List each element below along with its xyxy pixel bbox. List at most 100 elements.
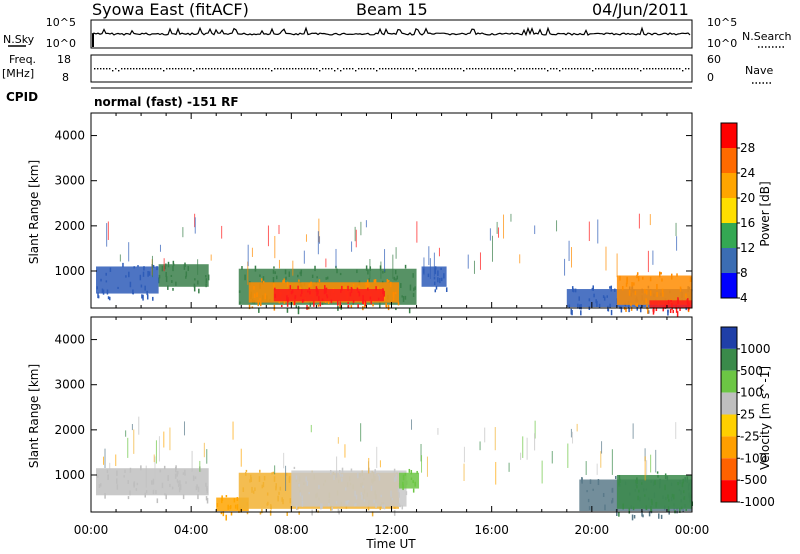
data-speck (388, 280, 390, 283)
data-speck (393, 468, 396, 473)
freq-dot (652, 68, 654, 70)
freq-dot (670, 68, 672, 70)
data-speck (354, 503, 356, 507)
data-streak (380, 261, 382, 279)
freq-dot (109, 68, 111, 70)
y-tick-label: 3000 (54, 174, 85, 188)
data-speck (390, 490, 392, 497)
freq-dot (130, 68, 132, 70)
data-speck (204, 275, 207, 278)
data-streak (104, 448, 106, 469)
freq-dot (418, 68, 420, 70)
data-speck (144, 285, 146, 291)
data-speck (606, 295, 608, 298)
data-speck (99, 483, 102, 487)
freq-dot (616, 68, 618, 70)
x-tick-label: 00:00 (675, 523, 710, 537)
data-streak (520, 452, 522, 460)
data-speck (675, 307, 678, 313)
freq-dots (94, 68, 690, 72)
data-speck (357, 304, 359, 308)
data-speck (319, 301, 322, 307)
freq-dot (97, 68, 99, 70)
data-speck (638, 489, 640, 493)
noise-ytick-bottom-left: 10^0 (46, 37, 76, 50)
data-speck (383, 296, 386, 300)
colorbar-tick-label: 20 (740, 191, 755, 205)
freq-dot (550, 68, 552, 70)
freq-dot (259, 68, 261, 70)
data-streak (534, 433, 536, 451)
data-streak (498, 227, 500, 238)
freq-dot (625, 68, 627, 70)
data-speck (347, 285, 349, 291)
freq-dot (157, 68, 159, 70)
data-speck (236, 497, 239, 501)
data-streak (344, 444, 346, 458)
data-speck (439, 278, 441, 284)
freq-dot (475, 68, 477, 70)
data-speck (357, 290, 360, 293)
data-speck (371, 511, 374, 517)
data-speck (152, 264, 155, 268)
data-speck (133, 483, 135, 488)
data-speck (339, 272, 342, 276)
data-speck (677, 298, 679, 305)
freq-dot (244, 68, 246, 70)
data-speck (671, 305, 673, 310)
data-streak (106, 223, 108, 247)
data-streak (426, 456, 428, 477)
colorbar-tick-label: 24 (740, 166, 755, 180)
data-streak (551, 451, 553, 464)
data-speck (197, 494, 199, 500)
data-speck (597, 479, 600, 486)
data-speck (368, 282, 370, 288)
colorbar-segment (721, 173, 737, 198)
data-streak (496, 221, 498, 234)
data-speck (363, 499, 366, 502)
data-streak (567, 443, 569, 468)
data-speck (238, 290, 241, 293)
freq-dot (256, 68, 258, 70)
data-speck (333, 475, 335, 481)
y-tick-label: 1000 (54, 468, 85, 482)
data-speck (155, 490, 157, 494)
data-speck (656, 471, 659, 474)
data-speck (261, 508, 263, 514)
data-speck (631, 282, 633, 287)
freq-dot (541, 68, 543, 70)
freq-dot (601, 68, 603, 70)
data-speck (580, 310, 582, 316)
data-speck (176, 471, 179, 477)
data-speck (310, 281, 312, 287)
data-streak (274, 235, 276, 259)
data-speck (172, 263, 175, 267)
data-speck (260, 301, 262, 307)
data-speck (652, 309, 655, 315)
data-speck (434, 268, 437, 275)
data-streak (508, 462, 510, 472)
data-speck (272, 471, 275, 475)
data-speck (652, 308, 654, 312)
data-speck (284, 269, 287, 275)
data-speck (598, 303, 601, 308)
freq-dot (235, 68, 237, 70)
data-speck (275, 485, 277, 491)
freq-dot (325, 68, 327, 70)
y-tick-label: 2000 (54, 423, 85, 437)
data-speck (395, 474, 398, 477)
y-tick-label: 4000 (54, 129, 85, 143)
data-speck (377, 286, 380, 289)
data-streak (199, 460, 201, 472)
data-speck (639, 306, 642, 313)
data-speck (234, 504, 237, 509)
data-speck (377, 297, 380, 300)
data-speck (602, 295, 605, 299)
freq-dot (364, 68, 366, 70)
freq-dot (139, 68, 141, 70)
nave-ytick-bottom: 0 (707, 71, 714, 84)
data-speck (281, 304, 283, 308)
colorbar-segment (721, 370, 737, 393)
data-speck (182, 494, 185, 500)
data-speck (253, 285, 255, 290)
